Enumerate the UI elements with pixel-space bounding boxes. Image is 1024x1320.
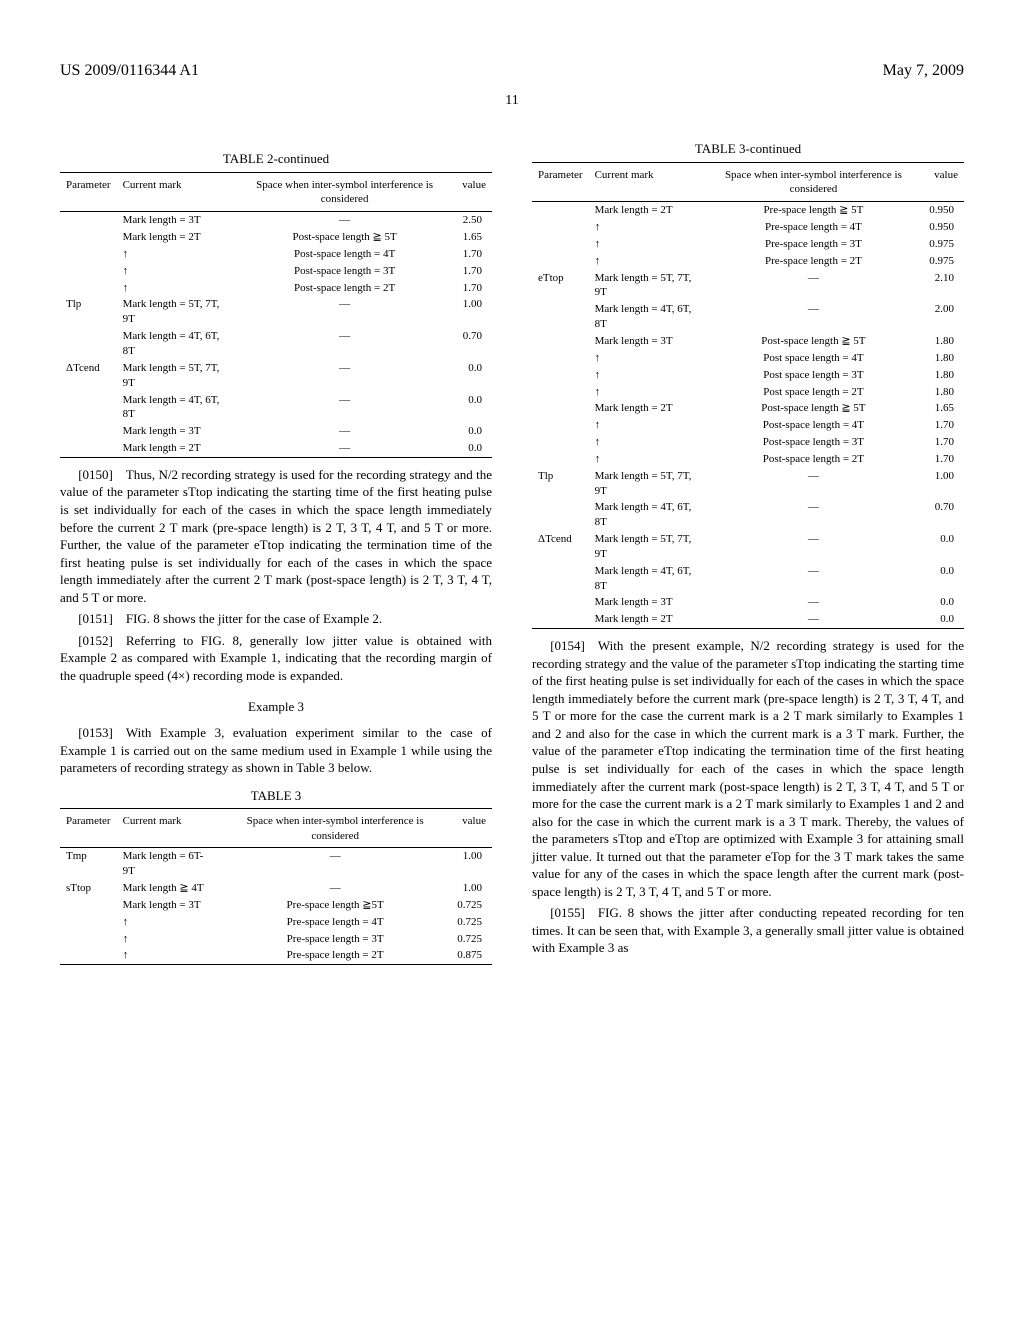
table3-title: TABLE 3 <box>60 787 492 805</box>
table-row: ↑Pre-space length = 4T0.725 <box>60 914 492 931</box>
publication-number: US 2009/0116344 A1 <box>60 60 199 82</box>
table-row: Mark length = 4T, 6T, 8T—0.70 <box>532 499 964 531</box>
table3-part-a: Parameter Current mark Space when inter-… <box>60 808 492 965</box>
table-row: Mark length = 4T, 6T, 8T—0.0 <box>532 563 964 595</box>
table-row: ↑Post-space length = 2T1.70 <box>60 280 492 297</box>
table-row: ΔTcendMark length = 5T, 7T, 9T—0.0 <box>532 531 964 563</box>
paragraph-0150: [0150] Thus, N/2 recording strategy is u… <box>60 466 492 606</box>
example-3-heading: Example 3 <box>60 698 492 716</box>
table2-col-current-mark: Current mark <box>117 177 234 212</box>
table3-col-parameter: Parameter <box>60 813 117 848</box>
table2-body: Mark length = 3T—2.50Mark length = 2TPos… <box>60 212 492 458</box>
table3-col-value: value <box>451 813 492 848</box>
table2-title: TABLE 2-continued <box>60 150 492 168</box>
table-row: ↑Post space length = 3T1.80 <box>532 367 964 384</box>
table-row: Mark length = 3T—2.50 <box>60 212 492 229</box>
paragraph-0154: [0154] With the present example, N/2 rec… <box>532 637 964 900</box>
table2: Parameter Current mark Space when inter-… <box>60 172 492 458</box>
table3b-col-value: value <box>923 167 964 202</box>
publication-date: May 7, 2009 <box>883 60 964 82</box>
table3b-col-current-mark: Current mark <box>589 167 704 202</box>
table3b-col-parameter: Parameter <box>532 167 589 202</box>
table-row: TlpMark length = 5T, 7T, 9T—1.00 <box>532 468 964 500</box>
table-row: TmpMark length = 6T-9T—1.00 <box>60 848 492 880</box>
table3-col-current-mark: Current mark <box>117 813 219 848</box>
table-row: Mark length = 4T, 6T, 8T—0.0 <box>60 392 492 424</box>
table-row: Mark length = 3T—0.0 <box>532 594 964 611</box>
table-row: Mark length = 2TPost-space length ≧ 5T1.… <box>532 400 964 417</box>
table2-col-space: Space when inter-symbol interference is … <box>233 177 456 212</box>
paragraph-0155: [0155] FIG. 8 shows the jitter after con… <box>532 904 964 957</box>
table-row: ↑Post-space length = 3T1.70 <box>532 434 964 451</box>
table-row: sTtopMark length ≧ 4T—1.00 <box>60 880 492 897</box>
table-row: Mark length = 3T—0.0 <box>60 423 492 440</box>
table-row: ↑Post space length = 2T1.80 <box>532 384 964 401</box>
table-row: eTtopMark length = 5T, 7T, 9T—2.10 <box>532 270 964 302</box>
table-row: ↑Pre-space length = 2T0.875 <box>60 947 492 964</box>
table-row: Mark length = 2TPost-space length ≧ 5T1.… <box>60 229 492 246</box>
table-row: TlpMark length = 5T, 7T, 9T—1.00 <box>60 296 492 328</box>
table-row: Mark length = 3TPre-space length ≧5T0.72… <box>60 897 492 914</box>
table-row: ↑Pre-space length = 3T0.975 <box>532 236 964 253</box>
table-row: Mark length = 4T, 6T, 8T—0.70 <box>60 328 492 360</box>
paragraph-0152: [0152] Referring to FIG. 8, generally lo… <box>60 632 492 685</box>
table3-continued-title: TABLE 3-continued <box>532 140 964 158</box>
table2-col-value: value <box>456 177 492 212</box>
table-row: ↑Post-space length = 3T1.70 <box>60 263 492 280</box>
table-row: ↑Post-space length = 4T1.70 <box>60 246 492 263</box>
table-row: Mark length = 2T—0.0 <box>60 440 492 457</box>
table-row: Mark length = 3TPost-space length ≧ 5T1.… <box>532 333 964 350</box>
paragraph-0153: [0153] With Example 3, evaluation experi… <box>60 724 492 777</box>
page-number: 11 <box>60 92 964 111</box>
table-row: ↑Pre-space length = 4T0.950 <box>532 219 964 236</box>
table3b-body: Mark length = 2TPre-space length ≧ 5T0.9… <box>532 202 964 629</box>
table-row: Mark length = 2T—0.0 <box>532 611 964 628</box>
table3-part-b: Parameter Current mark Space when inter-… <box>532 162 964 629</box>
table-row: ΔTcendMark length = 5T, 7T, 9T—0.0 <box>60 360 492 392</box>
table-row: Mark length = 4T, 6T, 8T—2.00 <box>532 301 964 333</box>
paragraph-0151: [0151] FIG. 8 shows the jitter for the c… <box>60 610 492 628</box>
table3b-col-space: Space when inter-symbol interference is … <box>704 167 924 202</box>
table-row: Mark length = 2TPre-space length ≧ 5T0.9… <box>532 202 964 219</box>
table-row: ↑Post space length = 4T1.80 <box>532 350 964 367</box>
table-row: ↑Post-space length = 4T1.70 <box>532 417 964 434</box>
table-row: ↑Pre-space length = 3T0.725 <box>60 931 492 948</box>
page-header: US 2009/0116344 A1 May 7, 2009 <box>60 60 964 82</box>
table-row: ↑Pre-space length = 2T0.975 <box>532 253 964 270</box>
table3a-body: TmpMark length = 6T-9T—1.00sTtopMark len… <box>60 848 492 965</box>
table3-col-space: Space when inter-symbol interference is … <box>219 813 451 848</box>
table-row: ↑Post-space length = 2T1.70 <box>532 451 964 468</box>
table2-col-parameter: Parameter <box>60 177 117 212</box>
